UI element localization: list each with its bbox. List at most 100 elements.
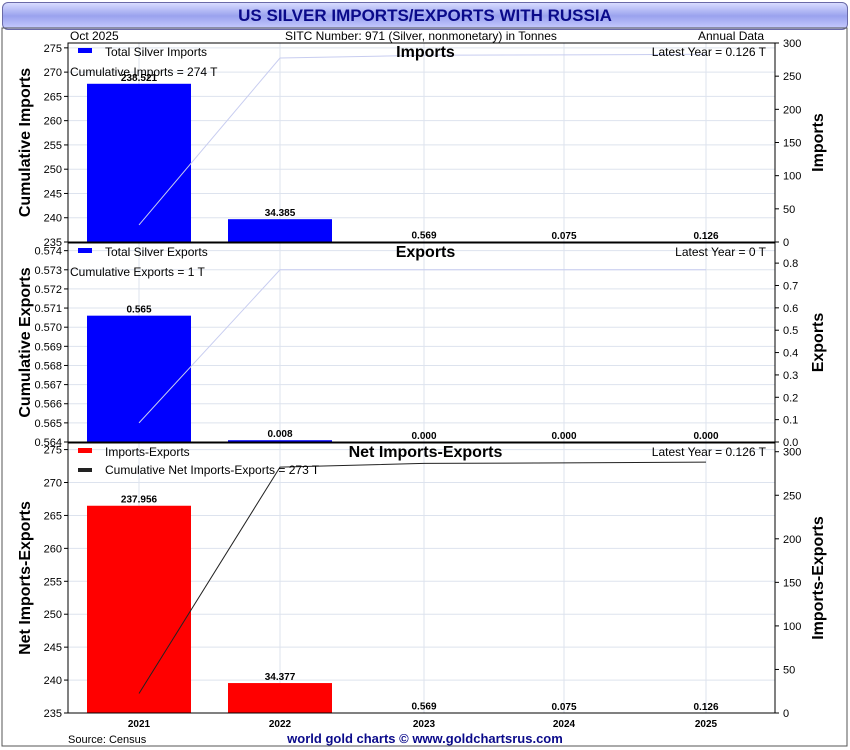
sitc-number: SITC Number: 971 (Silver, nonmonetary) i… <box>285 29 557 43</box>
footer-source: Source: Census <box>68 734 147 746</box>
right-tick-label: 0.8 <box>783 258 798 270</box>
left-tick-label: 245 <box>44 188 62 200</box>
right-tick-label: 0.5 <box>783 325 798 337</box>
latest-label-net: Latest Year = 0.126 T <box>652 445 767 459</box>
value-label-imports-2025: 0.126 <box>693 231 718 242</box>
value-label-net-2023: 0.569 <box>411 702 436 713</box>
cumulative-label-exports: Cumulative Exports = 1 T <box>70 265 206 279</box>
left-tick-label: 0.568 <box>34 360 62 372</box>
bar-exports-2021 <box>87 315 191 442</box>
left-tick-label: 245 <box>44 642 62 654</box>
legend-swatch-bar-imports <box>78 48 92 53</box>
right-tick-label: 250 <box>783 490 801 502</box>
value-label-imports-2023: 0.569 <box>411 231 436 242</box>
right-tick-label: 0.2 <box>783 392 798 404</box>
left-tick-label: 0.565 <box>34 418 62 430</box>
left-tick-label: 0.570 <box>34 322 62 334</box>
value-label-exports-2022: 0.008 <box>267 429 292 440</box>
left-tick-label: 0.572 <box>34 284 62 296</box>
cumulative-line-exports <box>138 269 706 424</box>
right-axis-title-exports: Exports <box>810 313 827 373</box>
right-tick-label: 100 <box>783 171 801 183</box>
report-date: Oct 2025 <box>70 29 119 43</box>
value-label-imports-2022: 34.385 <box>265 208 296 219</box>
outer-border <box>1 27 848 747</box>
left-tick-label: 235 <box>44 708 62 720</box>
right-tick-label: 0.1 <box>783 415 798 427</box>
right-tick-label: 300 <box>783 38 801 50</box>
latest-label-imports: Latest Year = 0.126 T <box>652 45 767 59</box>
bar-imports-2022 <box>228 219 332 242</box>
right-tick-label: 0.4 <box>783 348 798 360</box>
left-tick-label: 275 <box>44 445 62 457</box>
right-tick-label: 200 <box>783 534 801 546</box>
cumulative-line-imports <box>138 53 707 226</box>
left-tick-label: 260 <box>44 116 62 128</box>
left-axis-title-net: Net Imports-Exports <box>17 501 34 655</box>
chart-title: US SILVER IMPORTS/EXPORTS WITH RUSSIA <box>2 2 848 30</box>
right-tick-label: 0.6 <box>783 303 798 315</box>
value-label-net-2021: 237.956 <box>121 495 158 506</box>
x-tick-label-2022: 2022 <box>269 719 292 730</box>
right-tick-label: 50 <box>783 204 795 216</box>
right-axis-title-imports: Imports <box>810 113 827 172</box>
left-tick-label: 235 <box>44 237 62 249</box>
left-tick-label: 270 <box>44 67 62 79</box>
legend-label-bar-exports: Total Silver Exports <box>105 245 208 259</box>
left-tick-label: 0.574 <box>34 246 62 258</box>
latest-label-exports: Latest Year = 0 T <box>675 245 767 259</box>
panel-border-exports <box>67 242 776 443</box>
value-label-exports-2023: 0.000 <box>411 431 436 442</box>
panel-title-exports: Exports <box>396 244 456 261</box>
right-tick-label: 150 <box>783 138 801 150</box>
legend-label-bar-net: Imports-Exports <box>105 445 190 459</box>
cumulative-label-imports: Cumulative Imports = 274 T <box>70 65 218 79</box>
left-axis-title-exports: Cumulative Exports <box>17 267 34 417</box>
x-tick-label-2025: 2025 <box>695 719 718 730</box>
left-axis-title-imports: Cumulative Imports <box>17 68 34 217</box>
left-tick-label: 0.569 <box>34 341 62 353</box>
left-tick-label: 0.571 <box>34 303 62 315</box>
left-tick-label: 250 <box>44 609 62 621</box>
value-label-exports-2025: 0.000 <box>693 431 718 442</box>
legend-label-line-net: Cumulative Net Imports-Exports = 273 T <box>105 463 320 477</box>
bar-imports-2021 <box>87 83 191 242</box>
left-tick-label: 270 <box>44 478 62 490</box>
right-axis-title-net: Imports-Exports <box>810 516 827 640</box>
left-tick-label: 255 <box>44 576 62 588</box>
right-tick-label: 300 <box>783 447 801 459</box>
right-tick-label: 0.3 <box>783 370 798 382</box>
panel-title-imports: Imports <box>396 44 455 61</box>
right-tick-label: 0.7 <box>783 280 798 292</box>
left-tick-label: 0.567 <box>34 380 62 392</box>
left-tick-label: 250 <box>44 164 62 176</box>
right-tick-label: 0 <box>783 237 789 249</box>
legend-swatch-line-net <box>78 468 92 472</box>
right-tick-label: 150 <box>783 577 801 589</box>
x-tick-label-2024: 2024 <box>553 719 576 730</box>
legend-label-bar-imports: Total Silver Imports <box>105 45 207 59</box>
right-tick-label: 100 <box>783 621 801 633</box>
left-tick-label: 275 <box>44 43 62 55</box>
x-tick-label-2023: 2023 <box>413 719 436 730</box>
left-tick-label: 260 <box>44 543 62 555</box>
left-tick-label: 255 <box>44 140 62 152</box>
left-tick-label: 240 <box>44 675 62 687</box>
cumulative-line-net <box>138 461 707 694</box>
left-tick-label: 265 <box>44 91 62 103</box>
value-label-net-2022: 34.377 <box>265 672 296 683</box>
x-tick-label-2021: 2021 <box>128 719 151 730</box>
value-label-net-2025: 0.126 <box>693 702 718 713</box>
bar-exports-2022 <box>228 440 332 442</box>
right-tick-label: 0.0 <box>783 437 798 449</box>
left-tick-label: 0.573 <box>34 265 62 277</box>
legend-swatch-bar-net <box>78 448 92 453</box>
data-frequency: Annual Data <box>698 29 765 43</box>
value-label-imports-2021: 238.521 <box>121 73 158 84</box>
left-tick-label: 265 <box>44 510 62 522</box>
right-tick-label: 0 <box>783 708 789 720</box>
left-tick-label: 240 <box>44 213 62 225</box>
right-tick-label: 200 <box>783 104 801 116</box>
value-label-exports-2024: 0.000 <box>551 431 576 442</box>
